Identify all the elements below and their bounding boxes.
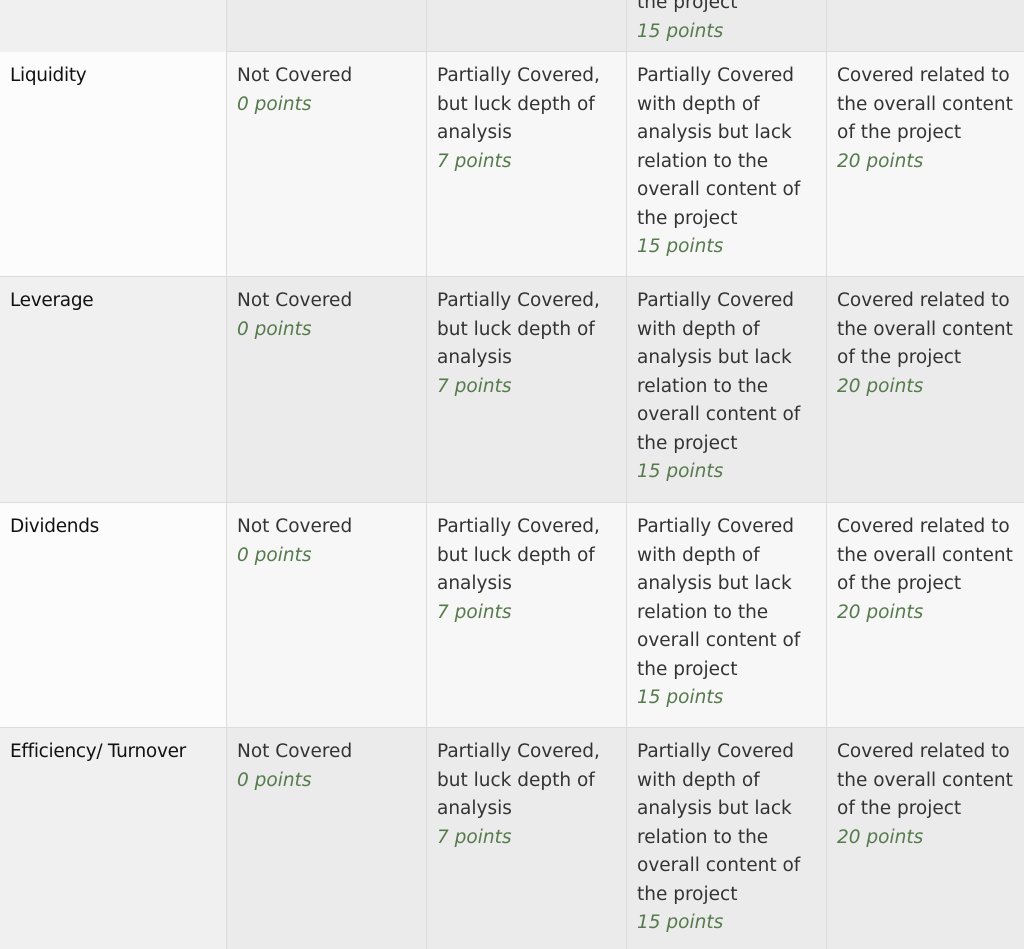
points: 15 points — [637, 687, 724, 708]
table-cell: Covered related to the overall content o… — [827, 277, 1024, 502]
points: 20 points — [837, 150, 924, 172]
points: 20 points — [837, 601, 924, 623]
table-cell: Covered related to the overall content o… — [827, 728, 1024, 949]
description: Partially Covered, but luck depth of ana… — [437, 65, 600, 143]
table-cell: Partially Covered with depth of analysis… — [627, 52, 827, 276]
points: 0 points — [237, 544, 312, 566]
table-cell: the project 15 points — [627, 0, 827, 52]
criterion: Leverage — [10, 290, 94, 311]
cell-content: the project 15 points — [637, 0, 737, 46]
criterion-cell: Efficiency/ Turnover — [0, 728, 227, 949]
table-row: Leverage Not Covered 0 points Partially Cov… — [0, 277, 1024, 503]
points: 20 points — [837, 375, 924, 397]
description: Covered related to the overall content o… — [837, 290, 1013, 368]
description: Partially Covered, but luck depth of ana… — [437, 290, 600, 368]
table-cell: Not Covered 0 points — [227, 503, 427, 727]
table-row: Liquidity Not Covered 0 points Partially Co… — [0, 52, 1024, 277]
table-row: the project 15 points — [0, 0, 1024, 52]
table-cell: Covered related to the overall content o… — [827, 503, 1024, 727]
points: 7 points — [437, 375, 512, 397]
criterion-cell: Dividends — [0, 503, 227, 727]
table-cell: Not Covered 0 points — [227, 52, 427, 276]
description: Not Covered — [237, 516, 353, 537]
points: 15 points — [637, 236, 724, 257]
points: 15 points — [637, 912, 724, 933]
description: Partially Covered with depth of analysis… — [637, 741, 801, 905]
description: Not Covered — [237, 65, 353, 86]
table-cell: Not Covered 0 points — [227, 728, 427, 949]
description: Covered related to the overall content o… — [837, 741, 1013, 819]
description: Not Covered — [237, 741, 353, 762]
table-cell: Not Covered 0 points — [227, 277, 427, 502]
points: 15 points — [637, 461, 724, 482]
table-row: Dividends Not Covered 0 points Partially Co… — [0, 503, 1024, 728]
points: 0 points — [237, 318, 312, 340]
table-cell: Partially Covered, but luck depth of ana… — [427, 277, 627, 502]
description: Partially Covered, but luck depth of ana… — [437, 516, 600, 594]
description: Partially Covered with depth of analysis… — [637, 516, 801, 680]
criterion: Efficiency/ Turnover — [10, 741, 186, 762]
description: Covered related to the overall content o… — [837, 516, 1013, 594]
description: Covered related to the overall content o… — [837, 65, 1013, 143]
table-cell: Covered related to the overall content o… — [827, 52, 1024, 276]
criterion-cell: Liquidity — [0, 52, 227, 276]
description: Partially Covered with depth of analysis… — [637, 65, 801, 229]
points: 7 points — [437, 150, 512, 172]
table-cell — [227, 0, 427, 52]
points: 7 points — [437, 826, 512, 848]
criterion: Dividends — [10, 516, 100, 537]
criterion: Liquidity — [10, 65, 87, 86]
description: Not Covered — [237, 290, 353, 311]
table-cell: Partially Covered, but luck depth of ana… — [427, 503, 627, 727]
table-cell — [827, 0, 1024, 52]
table-row: Efficiency/ Turnover Not Covered 0 points P… — [0, 728, 1024, 949]
table-cell: Partially Covered with depth of analysis… — [627, 503, 827, 727]
table-cell: Partially Covered, but luck depth of ana… — [427, 52, 627, 276]
table-cell: Partially Covered, but luck depth of ana… — [427, 728, 627, 949]
table-cell: Partially Covered with depth of analysis… — [627, 277, 827, 502]
points: 0 points — [237, 769, 312, 791]
description: Partially Covered, but luck depth of ana… — [437, 741, 600, 819]
description: the project — [637, 0, 738, 13]
points: 0 points — [237, 93, 312, 115]
points: 20 points — [837, 826, 924, 848]
table-cell — [0, 0, 227, 52]
points: 7 points — [437, 601, 512, 623]
table-cell — [427, 0, 627, 52]
criterion-cell: Leverage — [0, 277, 227, 502]
table-cell: Partially Covered with depth of analysis… — [627, 728, 827, 949]
description: Partially Covered with depth of analysis… — [637, 290, 801, 454]
points: 15 points — [637, 20, 724, 42]
